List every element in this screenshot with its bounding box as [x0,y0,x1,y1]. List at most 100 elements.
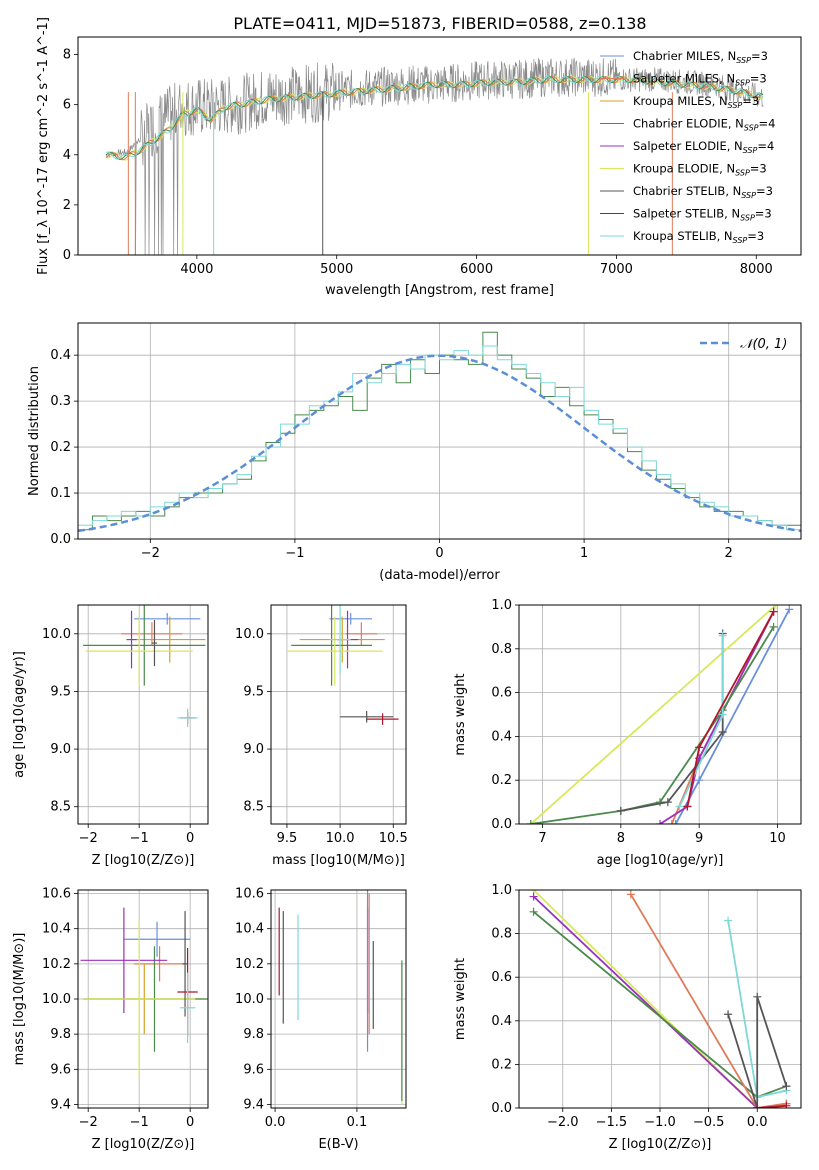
weight-marker [656,798,664,807]
legend-entry: Salpeter ELODIE, NSSP=4 [600,139,774,155]
weight-line [727,996,788,1108]
legend-label: Salpeter ELODIE, NSSP=4 [633,139,774,155]
axes-frame [270,604,407,825]
weight-line [630,893,787,1108]
legend-label-tail: =4 [759,117,776,131]
y-tick-label: 6 [63,98,71,113]
weight-line [530,626,775,824]
x-tick-label: 9.5 [277,831,298,846]
panel-age-vs-Z: −2 −1 0 8.5 9.0 9.5 10.0 Z [log10(Z/Z⊙)] age [lo… [12,604,209,868]
x-tick-label: −2 [141,546,160,561]
legend-entry: Kroupa STELIB, NSSP=3 [600,229,764,245]
figure-title: PLATE=0411, MJD=51873, FIBERID=0588, z=0… [233,14,646,33]
x-axis-label: Z [log10(Z/Z⊙)] [92,853,195,868]
y-tick-label: 10.6 [235,887,264,902]
x-tick-label: −1.0 [644,1115,676,1130]
plot-area [78,331,801,539]
y-tick-label: 0.2 [50,440,71,455]
legend-entry: Salpeter MILES, NSSP=3 [600,72,767,88]
plot-area [286,605,399,725]
x-tick-label: −1 [285,546,304,561]
axes-frame [270,889,407,1109]
x-tick-label: −0.5 [693,1115,725,1130]
y-tick-label: 0.4 [491,1014,512,1029]
weight-marker [724,916,733,925]
y-tick-label: 10.4 [235,922,264,937]
legend-entry: Chabrier ELODIE, NSSP=4 [600,117,775,133]
legend-entry: Salpeter STELIB, NSSP=3 [600,207,772,223]
x-tick-label: 10 [769,831,786,846]
x-tick-label: −2 [79,1115,98,1130]
y-tick-label: 9.6 [243,1062,264,1077]
y-tick-label: 9.4 [243,1097,264,1112]
weight-marker [671,820,680,824]
legend-label: Kroupa ELODIE, NSSP=3 [633,162,767,178]
weight-line [674,608,791,824]
weight-marker [667,820,676,824]
plot-area [278,890,403,1105]
legend-label-tail: =3 [747,229,764,243]
y-tick-label: 0 [63,248,71,263]
model-spectrum-line [105,76,764,161]
y-tick-label: 10.0 [235,627,264,642]
y-axis-label: mass weight [453,958,468,1040]
plot-area [526,605,794,824]
x-tick-label: 8000 [740,262,773,277]
y-tick-label: 9.0 [243,742,264,757]
panel-residuals: −2 −1 0 1 2 0.0 0.1 0.2 0.3 0.4 𝒩(0, 1) (data-model… [27,322,802,583]
weight-marker [771,605,780,609]
weight-marker [785,605,794,614]
y-tick-label: 1.0 [491,598,512,613]
weight-marker [753,992,762,1001]
x-axis-label: age [log10(age/yr)] [597,853,724,868]
x-tick-label: 2 [725,546,733,561]
panel-age-vs-mass: 9.5 10.0 10.5 8.5 9.0 9.5 10.0 mass [log10(M/M⊙… [235,604,408,868]
weight-marker [529,892,538,901]
x-axis-label: E(B-V) [318,1137,358,1152]
x-tick-label: 1 [580,546,588,561]
axes-frame [77,322,802,540]
axes-frame [77,36,802,256]
legend-label: Chabrier STELIB, NSSP=3 [633,184,773,200]
legend-label-tail: =4 [757,139,774,153]
weight-line [530,605,777,824]
x-tick-label: 7 [538,831,546,846]
legend-label: Chabrier MILES, NSSP=3 [633,49,768,65]
x-tick-label: 0.0 [747,1115,768,1130]
y-axis-label: mass weight [453,673,468,755]
legend-label: Salpeter MILES, NSSP=3 [633,72,767,88]
x-axis-label: wavelength [Angstrom, rest frame] [325,283,554,298]
weight-marker [529,907,538,916]
y-tick-label: 8.5 [243,800,264,815]
weight-line [659,611,775,824]
weight-marker [675,802,684,811]
y-tick-label: 10.0 [42,992,71,1007]
y-tick-label: 10.4 [42,922,71,937]
legend-subscript: SSP [736,56,751,65]
y-tick-label: 0.0 [491,817,512,832]
legend-label-tail: =3 [751,49,768,63]
legend-subscript: SSP [744,124,759,133]
model-spectrum-line [105,76,764,160]
y-tick-label: 9.8 [50,1027,71,1042]
legend-label: Salpeter STELIB, NSSP=3 [633,207,772,223]
legend-subscript: SSP [733,236,748,245]
y-tick-label: 10.6 [42,887,71,902]
panel-mass-vs-EBV: 0.0 0.1 9.4 9.6 9.8 10.0 10.2 10.4 10.6 E(B-V) [235,887,407,1152]
y-tick-label: 0.6 [491,686,512,701]
y-tick-label: 0.0 [491,1101,512,1116]
weight-marker [663,798,672,807]
y-axis-label: age [log10(age/yr)] [12,651,27,778]
x-tick-label: −1.5 [596,1115,628,1130]
x-tick-label: 10.0 [326,831,355,846]
legend-label: Chabrier ELODIE, NSSP=4 [633,117,775,133]
y-tick-label: 9.0 [50,742,71,757]
legend-entry: Kroupa MILES, NSSP=3 [600,94,759,110]
x-tick-label: −1 [130,831,149,846]
legend-entry: Chabrier MILES, NSSP=3 [600,49,768,65]
legend-entry: Kroupa ELODIE, NSSP=3 [600,162,767,178]
y-tick-label: 0.2 [491,1057,512,1072]
legend-label-tail: =3 [756,184,773,198]
